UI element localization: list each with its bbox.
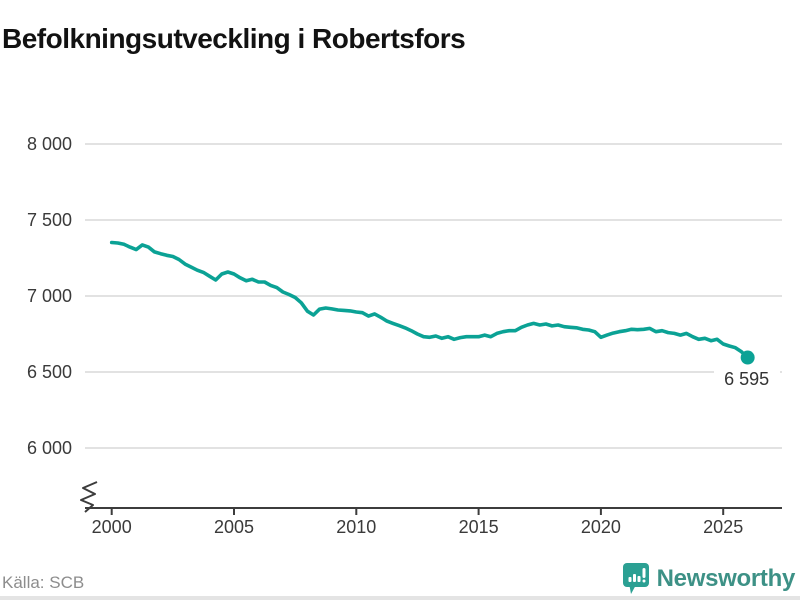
newsworthy-wordmark: Newsworthy <box>656 565 796 592</box>
newsworthy-logo-icon <box>622 563 649 594</box>
bar-icon <box>628 577 632 582</box>
y-tick-label: 7 000 <box>26 286 72 306</box>
x-tick-label: 2005 <box>213 517 255 537</box>
source-caption: Källa: SCB <box>2 573 85 592</box>
x-tick-label: 2015 <box>458 517 499 537</box>
x-tick-label: 2020 <box>580 517 621 537</box>
bottom-divider <box>0 596 800 600</box>
newsworthy-logo[interactable]: Newsworthy <box>622 563 796 595</box>
y-tick-label: 7 500 <box>26 210 72 230</box>
x-tick-label: 2025 <box>703 517 744 537</box>
bar-icon <box>632 574 636 582</box>
exclamation-dot-icon <box>642 579 646 583</box>
population-line <box>109 240 750 360</box>
y-tick-label: 6 000 <box>26 438 72 458</box>
latest-point-marker <box>740 350 755 365</box>
page-title: Befolkningsutveckling i Robertsfors <box>2 22 466 54</box>
y-tick-label: 8 000 <box>26 134 72 154</box>
bar-icon <box>637 576 641 582</box>
axis-break-icon <box>80 481 98 513</box>
x-tick-label: 2000 <box>91 517 132 537</box>
y-tick-label: 6 500 <box>26 362 72 382</box>
exclamation-icon <box>642 568 646 578</box>
x-tick-label: 2010 <box>336 517 377 537</box>
latest-value-label: 6 595 <box>713 369 780 389</box>
